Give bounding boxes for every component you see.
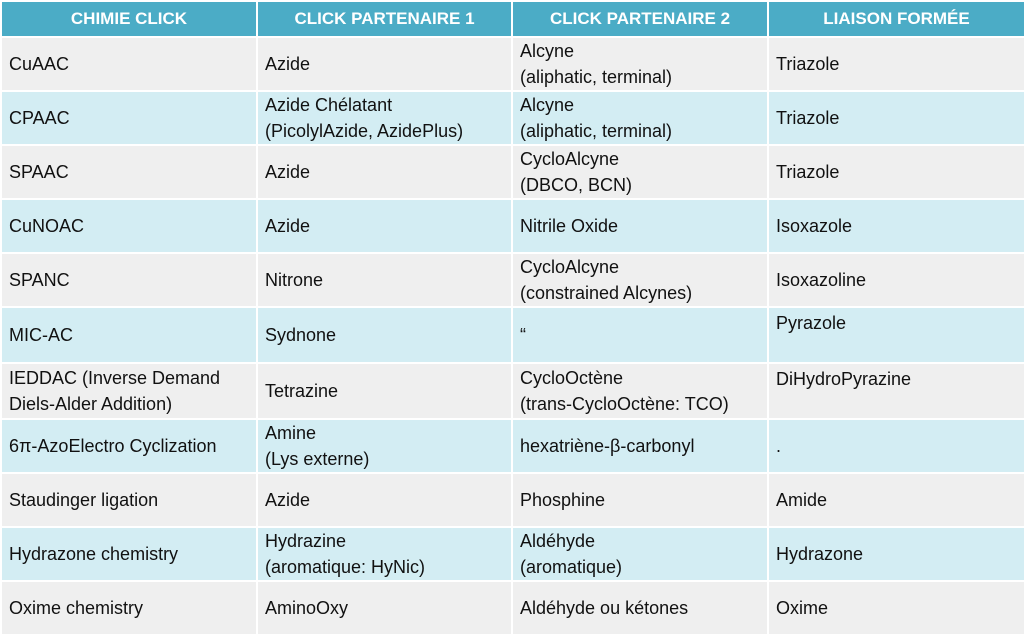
table-row: Hydrazone chemistry Hydrazine (aromatique… (0, 526, 1024, 582)
table-cell: SPAAC (0, 144, 258, 200)
header-cell: CLICK PARTENAIRE 2 (511, 0, 769, 38)
table-cell: CuNOAC (0, 198, 258, 254)
table-row: CuAAC Azide Alcyne (aliphatic, terminal) Tr… (0, 36, 1024, 92)
table-row: CPAAC Azide Chélatant (PicolylAzide, Azid… (0, 90, 1024, 146)
table-row: 6π-AzoElectro Cyclization Amine (Lys exte… (0, 418, 1024, 474)
table-cell: Azide Chélatant (PicolylAzide, AzidePlus… (256, 90, 513, 146)
header-cell: CHIMIE CLICK (0, 0, 258, 38)
table-row: SPANC Nitrone CycloAlcyne (constrained Alc… (0, 252, 1024, 308)
table-row: IEDDAC (Inverse Demand Diels-Alder Addit… (0, 362, 1024, 420)
header-cell: CLICK PARTENAIRE 1 (256, 0, 513, 38)
table-cell: Alcyne (aliphatic, terminal) (511, 36, 769, 92)
table-cell: Triazole (767, 144, 1024, 200)
table-cell: Hydrazone chemistry (0, 526, 258, 582)
table-cell: AminoOxy (256, 580, 513, 636)
table-cell: “ (511, 306, 769, 364)
table-cell: CPAAC (0, 90, 258, 146)
table-cell: Oxime (767, 580, 1024, 636)
table-cell: Azide (256, 36, 513, 92)
table-cell: Nitrone (256, 252, 513, 308)
table-cell: 6π-AzoElectro Cyclization (0, 418, 258, 474)
table-cell: Azide (256, 472, 513, 528)
table-cell: Isoxazoline (767, 252, 1024, 308)
table-row: MIC-AC Sydnone “Pyrazole (0, 306, 1024, 364)
table-cell: SPANC (0, 252, 258, 308)
table-cell: Aldéhyde (aromatique) (511, 526, 769, 582)
table-cell: Isoxazole (767, 198, 1024, 254)
table-cell: Azide (256, 198, 513, 254)
table-cell: Hydrazone (767, 526, 1024, 582)
table-cell: Amine (Lys externe) (256, 418, 513, 474)
table-cell: Aldéhyde ou kétones (511, 580, 769, 636)
table-cell: CycloAlcyne (constrained Alcynes) (511, 252, 769, 308)
header-cell: LIAISON FORMÉE (767, 0, 1024, 38)
table-cell: Tetrazine (256, 362, 513, 420)
table-cell: CuAAC (0, 36, 258, 92)
table-cell: Triazole (767, 90, 1024, 146)
table-cell: MIC-AC (0, 306, 258, 364)
table-cell: hexatriène-β-carbonyl (511, 418, 769, 474)
table-cell: CycloOctène (trans-CycloOctène: TCO) (511, 362, 769, 420)
table-cell: IEDDAC (Inverse Demand Diels-Alder Addit… (0, 362, 258, 420)
table-cell: DiHydroPyrazine (767, 362, 1024, 420)
table-cell: Amide (767, 472, 1024, 528)
table-cell: Triazole (767, 36, 1024, 92)
table-cell: Hydrazine (aromatique: HyNic) (256, 526, 513, 582)
table-cell: Oxime chemistry (0, 580, 258, 636)
table-body: CuAAC Azide Alcyne (aliphatic, terminal) Tr… (0, 36, 1024, 636)
table-row: CuNOAC Azide Nitrile Oxide Isoxazole (0, 198, 1024, 254)
table-cell: Alcyne (aliphatic, terminal) (511, 90, 769, 146)
header-row: CHIMIE CLICK CLICK PARTENAIRE 1 CLICK PART… (0, 0, 1024, 38)
table-cell: Staudinger ligation (0, 472, 258, 528)
table-row: Staudinger ligation Azide Phosphine Amide (0, 472, 1024, 528)
table-cell: CycloAlcyne (DBCO, BCN) (511, 144, 769, 200)
table-cell: Sydnone (256, 306, 513, 364)
table-cell: . (767, 418, 1024, 474)
table-cell: Nitrile Oxide (511, 198, 769, 254)
table-cell: Azide (256, 144, 513, 200)
table-row: Oxime chemistry AminoOxy Aldéhyde ou kéton… (0, 580, 1024, 636)
table-cell: Phosphine (511, 472, 769, 528)
table-cell: Pyrazole (767, 306, 1024, 364)
table-row: SPAAC Azide CycloAlcyne (DBCO, BCN) Triazol… (0, 144, 1024, 200)
